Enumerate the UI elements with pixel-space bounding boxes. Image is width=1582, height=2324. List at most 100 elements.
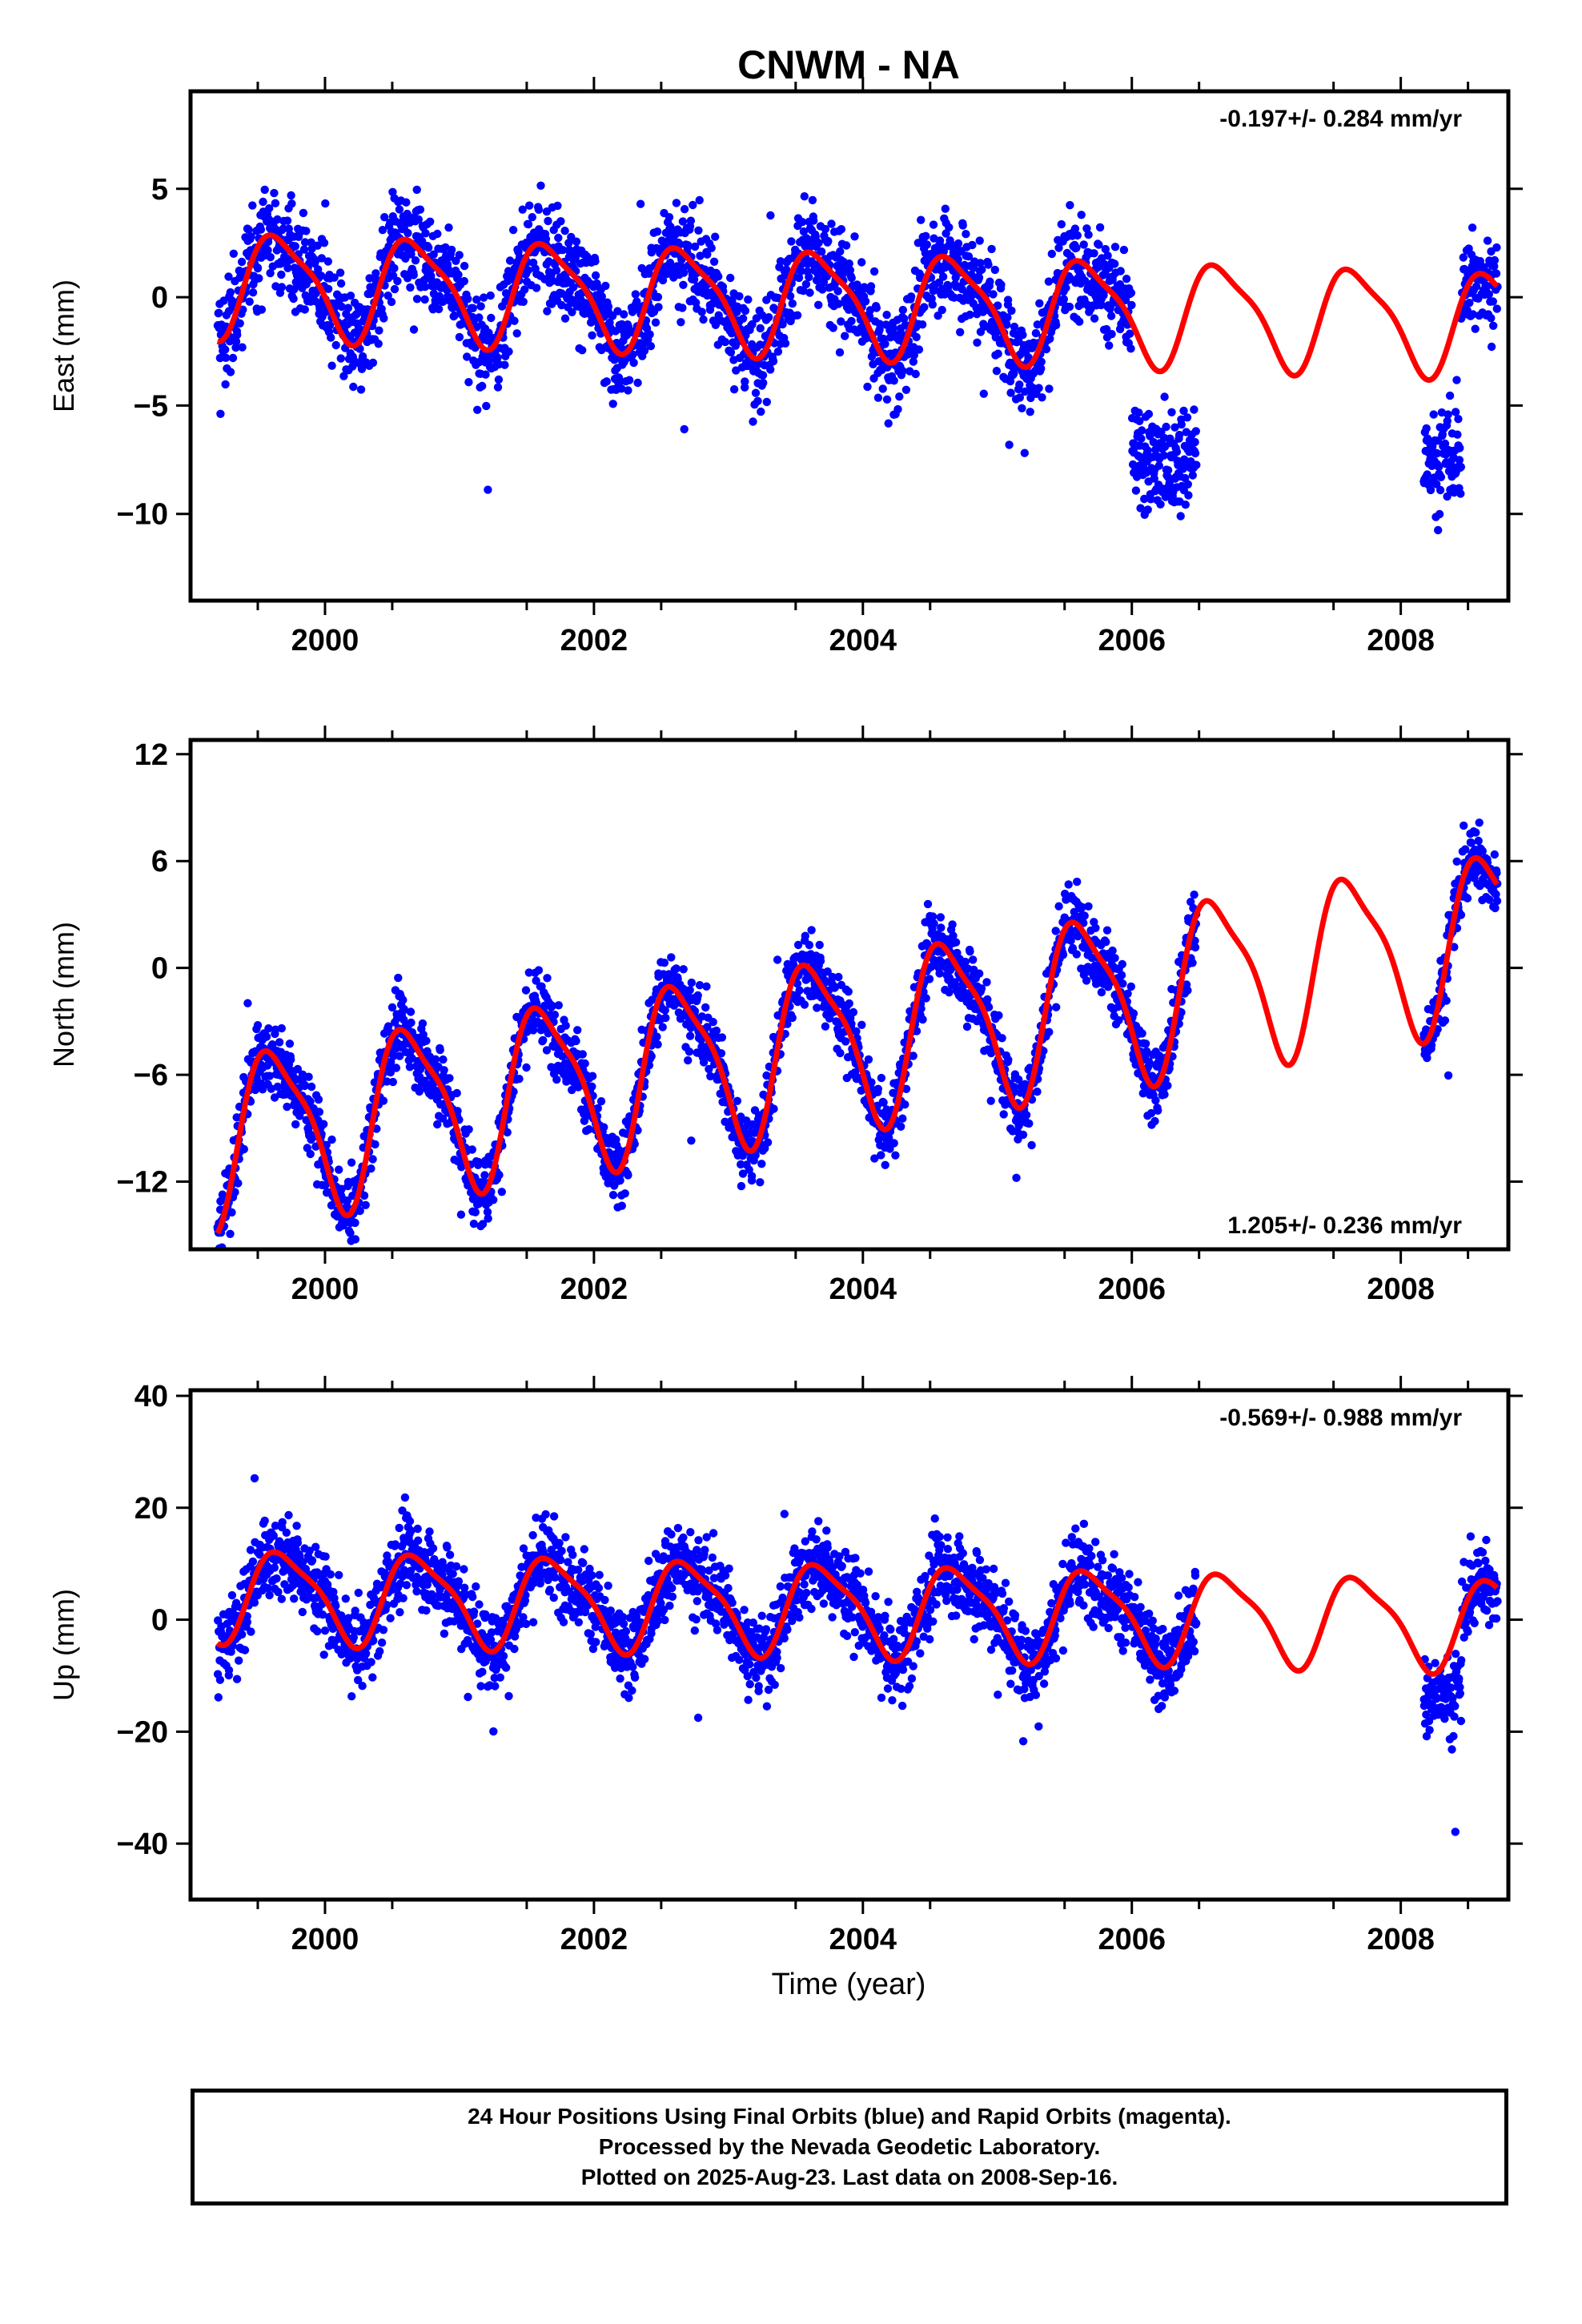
data-point: [463, 352, 472, 361]
data-point: [528, 213, 536, 222]
data-point: [283, 1102, 291, 1112]
data-point: [1436, 472, 1446, 481]
data-point: [596, 1097, 606, 1106]
data-point: [1058, 951, 1068, 959]
data-point: [226, 287, 235, 297]
data-point: [418, 1019, 428, 1028]
data-point: [456, 1210, 466, 1219]
data-point: [1015, 393, 1025, 402]
data-point: [872, 304, 881, 312]
data-point: [877, 1073, 886, 1083]
data-point: [1037, 357, 1046, 366]
data-point: [608, 1191, 618, 1200]
data-point: [374, 340, 383, 348]
data-point: [1484, 290, 1494, 299]
data-point: [1181, 501, 1191, 509]
data-point: [1423, 470, 1431, 479]
data-point: [812, 275, 821, 285]
data-point: [1078, 903, 1086, 912]
data-point: [1150, 1116, 1159, 1126]
data-point: [346, 1228, 355, 1238]
data-point: [897, 1122, 905, 1132]
data-point: [756, 1178, 765, 1187]
data-point: [323, 284, 333, 293]
data-point: [1126, 344, 1135, 353]
data-point: [845, 259, 853, 268]
data-point: [1045, 1027, 1054, 1036]
data-point: [447, 245, 456, 255]
data-point: [1191, 437, 1199, 447]
data-point: [679, 965, 688, 974]
data-point: [678, 304, 687, 312]
data-point: [827, 219, 836, 228]
data-point: [487, 313, 496, 323]
data-point: [277, 1023, 286, 1033]
data-point: [836, 1048, 845, 1058]
data-point: [964, 252, 974, 261]
data-point: [330, 273, 339, 282]
data-point: [1453, 430, 1462, 439]
data-point: [1082, 976, 1091, 985]
data-point: [795, 986, 804, 995]
data-point: [510, 316, 519, 325]
data-point: [235, 319, 244, 328]
data-point: [1010, 322, 1019, 332]
data-point: [436, 1045, 444, 1055]
data-point: [355, 1206, 364, 1216]
data-point: [1020, 448, 1030, 457]
data-point: [1192, 460, 1201, 469]
data-point: [1122, 275, 1131, 283]
data-point: [1174, 430, 1184, 440]
data-point: [504, 347, 513, 356]
data-point: [881, 340, 889, 348]
data-point: [327, 333, 335, 342]
data-point: [658, 275, 668, 285]
data-point: [1084, 902, 1093, 911]
data-point: [706, 1072, 715, 1081]
data-point: [823, 967, 832, 976]
data-point: [464, 295, 472, 304]
data-point: [1437, 629, 1445, 637]
data-point: [243, 999, 252, 1007]
data-point: [1126, 288, 1136, 297]
data-point: [453, 1107, 462, 1116]
data-point: [703, 1023, 712, 1031]
data-point: [685, 1031, 695, 1040]
data-point: [660, 959, 669, 967]
data-point: [257, 305, 267, 314]
data-point: [266, 252, 275, 262]
data-point: [346, 292, 355, 300]
data-point: [541, 235, 551, 243]
data-point: [800, 192, 809, 201]
data-point: [864, 1055, 873, 1064]
data-point: [699, 1058, 709, 1067]
data-point: [1047, 249, 1057, 259]
data-point: [824, 236, 833, 246]
x-tick-label: 2006: [1098, 624, 1166, 657]
data-point: [262, 1032, 271, 1041]
data-point: [956, 328, 965, 336]
data-point: [1003, 296, 1013, 304]
data-point: [287, 1055, 295, 1064]
data-point: [1426, 485, 1435, 495]
data-point: [661, 1013, 670, 1023]
data-point: [1184, 491, 1193, 500]
data-point: [1151, 1096, 1160, 1105]
data-point: [652, 1032, 661, 1041]
data-point: [757, 1160, 766, 1168]
data-point: [1150, 474, 1158, 483]
data-point: [745, 1165, 753, 1174]
data-point: [450, 311, 459, 320]
data-point: [680, 424, 689, 434]
data-point: [741, 377, 749, 386]
data-point: [1065, 302, 1074, 312]
data-point: [439, 297, 448, 306]
data-point: [387, 1003, 397, 1012]
data-point: [319, 1120, 328, 1128]
data-point: [313, 241, 322, 250]
y-tick-label: 0: [151, 281, 168, 315]
data-point: [721, 1117, 729, 1127]
data-point: [271, 282, 280, 291]
data-point: [773, 955, 782, 964]
data-point: [521, 986, 531, 995]
